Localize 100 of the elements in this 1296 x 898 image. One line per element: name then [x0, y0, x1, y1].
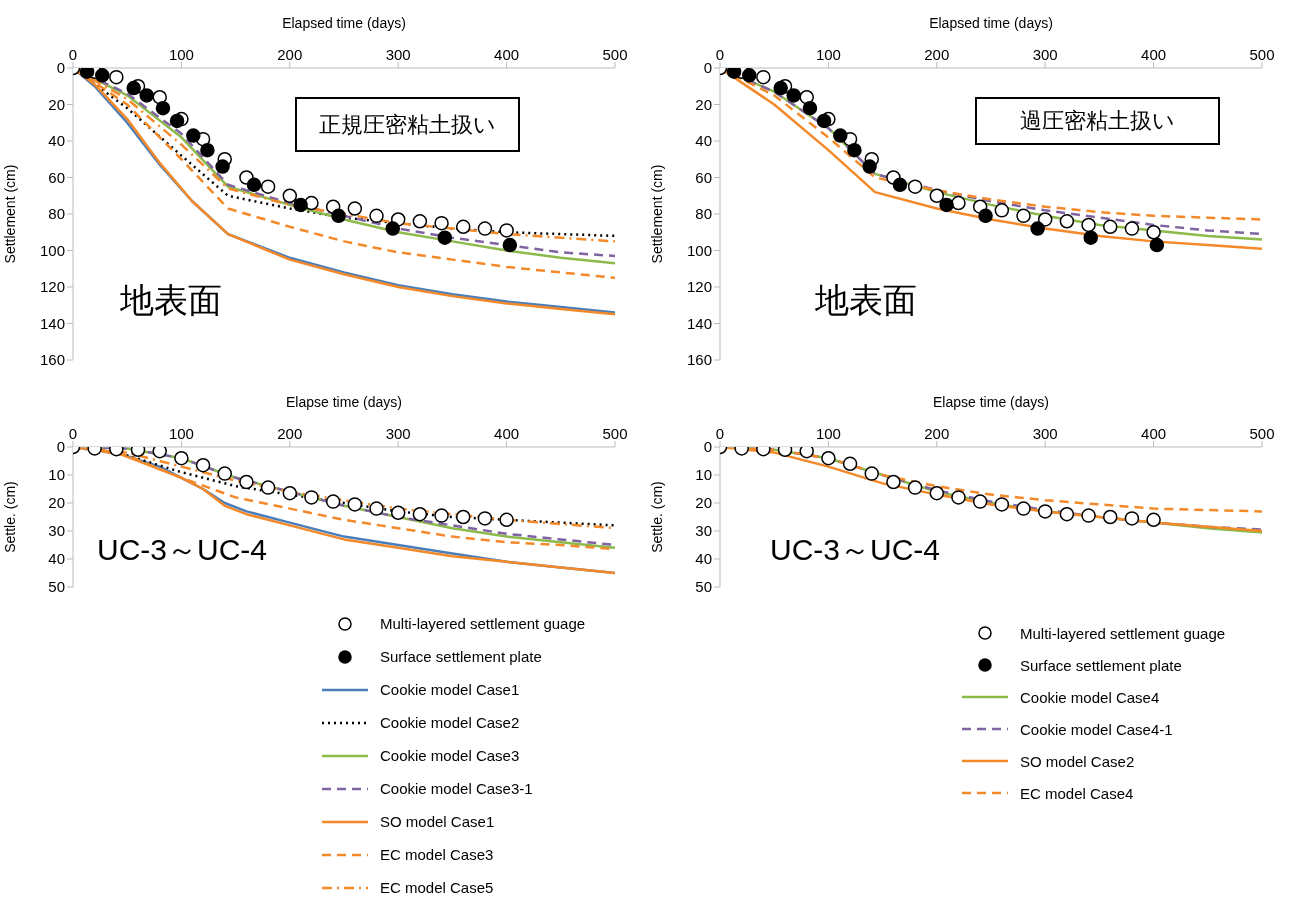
point — [951, 195, 966, 211]
x-tick-label: 300 — [1032, 46, 1058, 63]
point — [1149, 237, 1165, 253]
point — [786, 88, 801, 103]
point — [1146, 225, 1161, 240]
x-tick-label: 200 — [924, 46, 950, 63]
y-tick-label: 140 — [39, 314, 65, 332]
point — [331, 208, 346, 224]
y-tick-label: 160 — [39, 351, 65, 369]
legend-label: Cookie model Case3-1 — [380, 780, 533, 797]
legend-label: Surface settlement plate — [380, 648, 542, 665]
legend-label: EC model Case3 — [380, 846, 494, 863]
legend-label: SO model Case1 — [380, 813, 495, 830]
y-tick-label: 30 — [695, 522, 712, 540]
point — [907, 179, 923, 194]
x-tick-label: 0 — [68, 46, 78, 63]
legend-label: Cookie model Case4-1 — [1020, 720, 1173, 738]
x-tick-label: 500 — [602, 425, 628, 442]
point — [169, 113, 185, 129]
point — [304, 490, 319, 505]
point — [756, 69, 771, 85]
point — [929, 188, 945, 203]
point — [1016, 208, 1031, 224]
y-tick-label: 30 — [48, 522, 65, 540]
legend-label: Surface settlement plate — [1020, 656, 1182, 674]
point — [260, 480, 276, 495]
point — [799, 447, 814, 459]
legend-label: Multi-layered settlement guage — [1020, 624, 1226, 642]
point — [847, 142, 862, 158]
point — [499, 223, 514, 238]
point — [1059, 214, 1075, 229]
point — [437, 230, 453, 245]
y-tick-label: 40 — [48, 132, 65, 150]
legend-label: Cookie model Case2 — [380, 714, 520, 731]
point — [502, 237, 518, 253]
point — [951, 490, 966, 505]
point — [1146, 512, 1161, 528]
x-tick-label: 300 — [385, 46, 411, 63]
point — [412, 506, 428, 522]
x-tick-label: 0 — [715, 425, 725, 442]
x-tick-label: 100 — [815, 425, 841, 442]
y-axis-title: Settlement (cm) — [648, 164, 665, 264]
point — [1083, 230, 1098, 245]
point — [972, 494, 988, 509]
y-tick-label: 20 — [48, 95, 65, 113]
point — [455, 509, 471, 525]
annotation: UC-3～UC-4 — [770, 532, 941, 568]
y-tick-label: 40 — [695, 132, 712, 150]
x-tick-label: 500 — [1249, 46, 1275, 63]
y-tick-label: 0 — [56, 438, 65, 456]
point — [434, 508, 449, 523]
point — [369, 208, 384, 224]
point — [1102, 509, 1118, 525]
x-tick-label: 400 — [494, 46, 520, 63]
point — [1016, 501, 1031, 516]
legend-label: Cookie model Case3 — [380, 747, 520, 764]
point — [821, 450, 836, 466]
y-axis-title: Settle. (cm) — [1, 481, 18, 553]
y-axis-title: Settlement (cm) — [1, 164, 18, 264]
y-tick-label: 80 — [695, 205, 712, 223]
point — [215, 159, 230, 174]
point — [260, 179, 276, 194]
point — [325, 494, 341, 509]
point — [390, 505, 406, 521]
point — [1037, 504, 1053, 519]
point — [139, 88, 154, 103]
point — [802, 100, 818, 116]
x-tick-label: 200 — [277, 46, 303, 63]
point — [1059, 506, 1075, 522]
point — [886, 474, 901, 490]
y-tick-label: 100 — [686, 241, 712, 259]
y-tick-label: 80 — [48, 205, 65, 223]
annotation: 過圧密粘土扱い — [1020, 107, 1175, 135]
x-tick-label: 100 — [168, 46, 194, 63]
point — [246, 177, 262, 193]
point — [385, 221, 401, 236]
point — [293, 197, 308, 213]
point — [152, 447, 167, 459]
point — [1081, 217, 1096, 233]
x-tick-label: 500 — [1249, 425, 1275, 442]
point — [239, 474, 254, 490]
point — [1102, 219, 1118, 235]
point — [994, 203, 1010, 218]
x-tick-label: 300 — [1032, 425, 1058, 442]
y-tick-label: 10 — [695, 466, 712, 484]
y-tick-label: 160 — [686, 351, 712, 369]
point — [816, 113, 832, 129]
point — [412, 214, 428, 229]
point — [155, 100, 171, 116]
legend-label: EC model Case4 — [1020, 784, 1134, 802]
point — [217, 466, 233, 481]
x-axis-title: Elapse time (days) — [933, 393, 1049, 410]
point — [499, 512, 514, 528]
point — [477, 221, 493, 236]
point — [742, 68, 757, 83]
y-tick-label: 120 — [686, 278, 712, 296]
y-tick-label: 0 — [703, 59, 712, 77]
x-tick-label: 400 — [494, 425, 520, 442]
y-tick-label: 20 — [695, 95, 712, 113]
x-tick-label: 100 — [168, 425, 194, 442]
